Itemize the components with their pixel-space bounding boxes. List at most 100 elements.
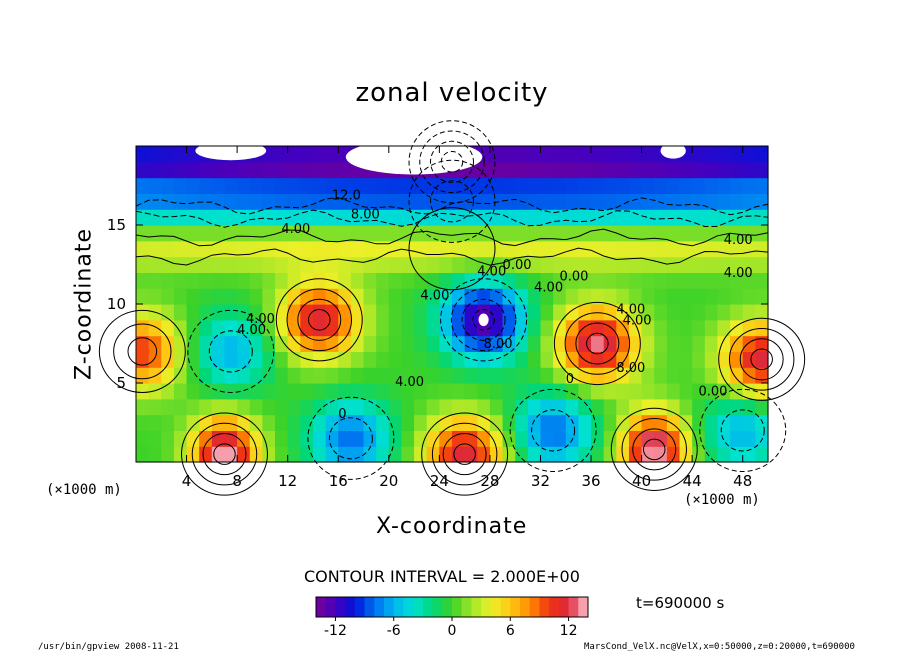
heatmap-cell (173, 319, 188, 337)
heatmap-cell (489, 240, 504, 258)
heatmap-cell (439, 304, 453, 321)
heatmap-cell (704, 351, 719, 368)
heatmap-cell (199, 256, 213, 273)
heatmap-cell (692, 256, 706, 273)
heatmap-cell (515, 414, 529, 431)
heatmap-cell (376, 335, 390, 352)
heatmap-cell (439, 193, 453, 210)
heatmap-cell (616, 446, 630, 463)
heatmap-cell (502, 414, 516, 431)
heatmap-cell (730, 398, 744, 416)
heatmap-cell (527, 177, 542, 194)
heatmap-cell (439, 446, 453, 463)
heatmap-cell (666, 383, 681, 400)
heatmap-cell (300, 367, 314, 384)
heatmap-cell (666, 225, 681, 242)
heatmap-cell (376, 177, 390, 194)
heatmap-cell (287, 446, 301, 463)
heatmap-cell (654, 446, 668, 463)
heatmap-cell (717, 256, 731, 273)
heatmap-cell (148, 335, 162, 352)
heatmap-cell (540, 240, 554, 258)
heatmap-cell (679, 304, 693, 321)
heatmap-cell (628, 304, 643, 321)
heatmap-cell (426, 256, 440, 273)
contour-label: 4.00 (246, 312, 275, 327)
heatmap-cell (401, 209, 415, 226)
contour-label: 4.00 (237, 323, 266, 338)
heatmap-cell (439, 383, 453, 400)
heatmap-cell (376, 256, 390, 273)
heatmap-cell (237, 351, 251, 368)
heatmap-cell (692, 161, 706, 179)
heatmap-cell (591, 240, 605, 258)
heatmap-cell (565, 446, 579, 463)
heatmap-cell (452, 177, 466, 194)
heatmap-cell (300, 193, 314, 210)
heatmap-cell (755, 398, 769, 416)
heatmap-cell (527, 430, 542, 447)
heatmap-cell (338, 240, 352, 258)
heatmap-cell (692, 367, 706, 384)
heatmap-cell (679, 288, 693, 305)
heatmap-cell (540, 288, 554, 305)
heatmap-cell (287, 335, 301, 352)
heatmap-cell (464, 335, 478, 352)
heatmap-cell (376, 367, 390, 384)
heatmap-cell (464, 304, 478, 321)
y-axis-label: Z-coordinate (71, 228, 97, 380)
heatmap-cell (287, 193, 301, 210)
heatmap-cell (641, 304, 655, 321)
heatmap-cell (414, 256, 428, 273)
heatmap-cell (452, 209, 466, 226)
heatmap-cell (199, 430, 213, 447)
heatmap-cell (173, 209, 188, 226)
heatmap-cell (136, 414, 150, 431)
heatmap-cell (300, 177, 314, 194)
heatmap-cell (755, 256, 769, 273)
heatmap-cell (401, 256, 415, 273)
heatmap-cell (275, 193, 289, 210)
heatmap-cell (679, 398, 693, 416)
heatmap-cell (249, 209, 263, 226)
heatmap-cell (350, 240, 365, 258)
heatmap-cell (363, 319, 377, 337)
heatmap-cell (616, 367, 630, 384)
colorbar-swatch (354, 597, 366, 617)
heatmap-cell (540, 146, 554, 163)
heatmap-cell (565, 177, 579, 194)
heatmap-cell (186, 225, 200, 242)
heatmap-cell (692, 177, 706, 194)
heatmap-cell (262, 383, 276, 400)
heatmap-cell (540, 177, 554, 194)
heatmap-cell (603, 256, 617, 273)
heatmap-cell (148, 240, 162, 258)
heatmap-cell (679, 351, 693, 368)
heatmap-cell (224, 430, 238, 447)
heatmap-cell (679, 177, 693, 194)
heatmap-cell (477, 367, 491, 384)
heatmap-cell (704, 161, 719, 179)
heatmap-cell (363, 272, 377, 289)
heatmap-cell (426, 383, 440, 400)
heatmap-cell (654, 240, 668, 258)
heatmap-cell (173, 414, 188, 431)
heatmap-cell (578, 193, 592, 210)
heatmap-cell (439, 272, 453, 289)
heatmap-cell (540, 225, 554, 242)
footer-left: /usr/bin/gpview 2008-11-21 (38, 642, 179, 652)
heatmap-cell (717, 177, 731, 194)
contour-line (135, 209, 769, 228)
heatmap-cell (237, 225, 251, 242)
heatmap-cell (249, 430, 263, 447)
heatmap-cell (136, 446, 150, 463)
heatmap-cell (502, 240, 516, 258)
heatmap-cell (540, 304, 554, 321)
heatmap-cell (414, 193, 428, 210)
heatmap-cell (312, 256, 327, 273)
heatmap-cell (338, 319, 352, 337)
heatmap-cell (300, 430, 314, 447)
heatmap-cell (262, 240, 276, 258)
heatmap-cell (730, 256, 744, 273)
heatmap-cell (540, 398, 554, 416)
